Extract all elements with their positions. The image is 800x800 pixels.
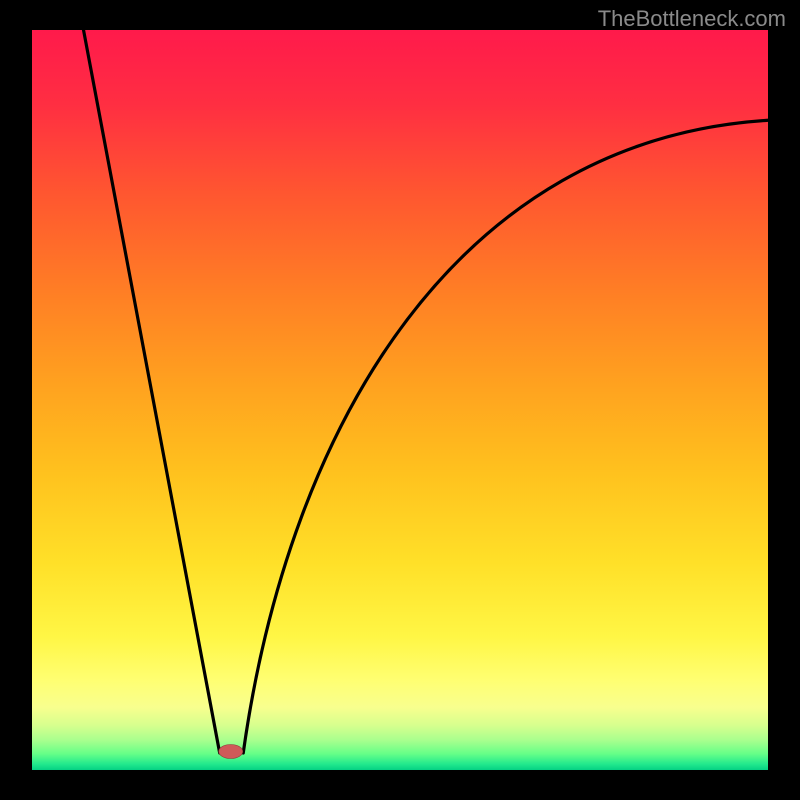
bottleneck-chart bbox=[0, 0, 800, 800]
minimum-marker bbox=[219, 745, 243, 759]
